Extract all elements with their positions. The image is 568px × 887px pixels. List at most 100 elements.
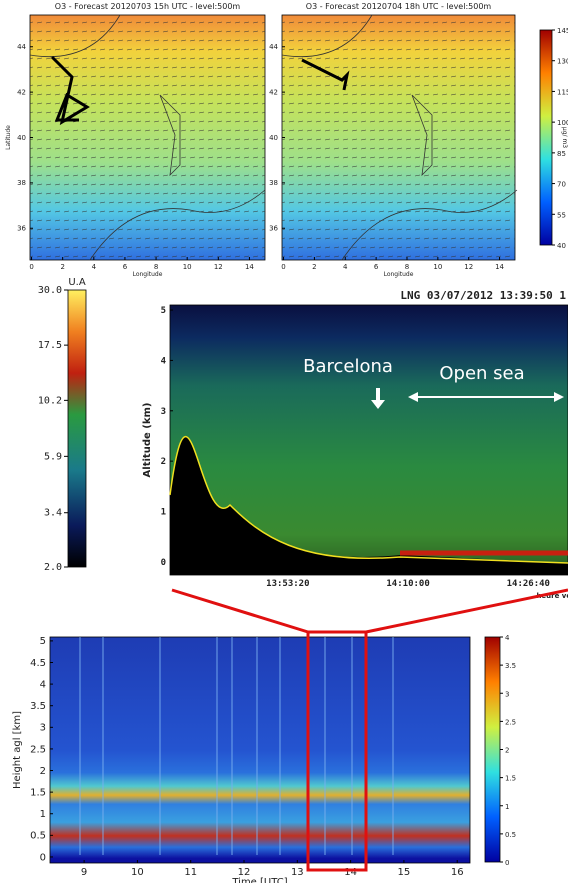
x-tick-label: 10 bbox=[433, 263, 442, 271]
colorbar-tick-label: 30.0 bbox=[38, 285, 62, 296]
colorbar-tick-label: 115 bbox=[557, 88, 568, 96]
colorbar-tick-label: 2.0 bbox=[44, 562, 62, 573]
colorbar-tick-label: 0 bbox=[505, 859, 509, 867]
colorbar-tick-label: 145 bbox=[557, 27, 568, 35]
x-tick-label: 2 bbox=[312, 263, 316, 271]
field bbox=[67, 289, 87, 568]
y-tick-label: 44 bbox=[17, 43, 26, 51]
x-axis-label: Longitude bbox=[384, 271, 414, 278]
y-tick-label: 3 bbox=[161, 407, 166, 417]
wind-vectors bbox=[30, 15, 265, 260]
x-tick-label: 4 bbox=[343, 263, 348, 271]
zoom-box bbox=[306, 630, 368, 872]
y-tick-label: 42 bbox=[269, 88, 278, 96]
zoom-connector bbox=[171, 588, 309, 634]
y-tick-label: 1.5 bbox=[30, 787, 46, 798]
y-tick-label: 36 bbox=[17, 225, 26, 233]
wind-vectors bbox=[282, 15, 515, 260]
x-tick-label: 13:53:20 bbox=[266, 579, 309, 589]
x-tick-label: 13 bbox=[291, 867, 304, 878]
x-tick-label: 14 bbox=[245, 263, 254, 271]
y-tick-label: 40 bbox=[17, 134, 26, 142]
y-tick-label: 5 bbox=[161, 306, 166, 316]
x-tick-label: 4 bbox=[92, 263, 97, 271]
colorbar-tick-label: 70 bbox=[557, 181, 566, 189]
coastline bbox=[29, 14, 266, 261]
y-tick-label: 0 bbox=[161, 558, 166, 568]
colorbar-tick-label: 55 bbox=[557, 211, 566, 219]
flight-track bbox=[50, 55, 90, 126]
colorbar-tick-label: 3 bbox=[505, 690, 509, 698]
x-tick-label: 10 bbox=[131, 867, 144, 878]
x-tick-label: 12 bbox=[238, 867, 251, 878]
colorbar-tick-label: 130 bbox=[557, 58, 568, 66]
colorbar-tick-label: 0.5 bbox=[505, 831, 516, 839]
x-tick-label: 9 bbox=[81, 867, 87, 878]
field bbox=[49, 636, 471, 864]
x-tick-label: 14 bbox=[344, 867, 357, 878]
colorbar-tick-label: 10.2 bbox=[38, 395, 62, 406]
colorbar-tick-label: 5.9 bbox=[44, 451, 62, 462]
x-axis-label: Time [UTC] bbox=[231, 877, 287, 883]
colorbar-tick-label: 40 bbox=[557, 242, 566, 250]
flight-track bbox=[301, 58, 350, 91]
annotation: Open sea bbox=[439, 363, 524, 384]
y-tick-label: 42 bbox=[17, 88, 26, 96]
ground-return bbox=[170, 436, 568, 575]
y-tick-label: 36 bbox=[269, 225, 278, 233]
x-tick-label: 6 bbox=[374, 263, 379, 271]
x-tick-label: 0 bbox=[281, 263, 285, 271]
y-tick-label: 5 bbox=[40, 636, 46, 647]
x-tick-label: 14 bbox=[495, 263, 504, 271]
x-tick-label: 14:10:00 bbox=[386, 579, 429, 589]
x-tick-label: 14:26:40 bbox=[507, 579, 550, 589]
field bbox=[484, 636, 501, 863]
y-tick-label: 2.5 bbox=[30, 744, 46, 755]
x-tick-label: 12 bbox=[464, 263, 473, 271]
y-tick-label: 3 bbox=[40, 723, 46, 734]
y-axis-label: Altitude (km) bbox=[142, 403, 153, 478]
coastline bbox=[281, 14, 518, 261]
y-tick-label: 4 bbox=[40, 679, 46, 690]
y-tick-label: 38 bbox=[17, 179, 26, 187]
x-tick-label: 16 bbox=[451, 867, 464, 878]
y-tick-label: 4 bbox=[161, 356, 167, 366]
y-tick-label: 0.5 bbox=[30, 831, 46, 842]
colorbar-tick-label: 85 bbox=[557, 150, 566, 158]
field bbox=[539, 29, 553, 246]
x-axis-label: heure vol bbox=[536, 592, 568, 600]
colorbar-label: µg/ m3 bbox=[561, 127, 568, 148]
annotation: Barcelona bbox=[303, 356, 393, 377]
colorbar-tick-label: 3.5 bbox=[505, 662, 516, 670]
x-axis-label: Longitude bbox=[133, 271, 163, 278]
x-tick-label: 8 bbox=[154, 263, 158, 271]
chart-title: O3 - Forecast 20120704 18h UTC - level:5… bbox=[306, 2, 492, 11]
y-tick-label: 2 bbox=[161, 457, 166, 467]
x-tick-label: 12 bbox=[214, 263, 223, 271]
y-axis-label: Height agl [km] bbox=[12, 711, 23, 789]
y-tick-label: 38 bbox=[269, 179, 278, 187]
y-tick-label: 1 bbox=[40, 809, 46, 820]
chart-title: LNG 03/07/2012 13:39:50 1 bbox=[400, 289, 566, 302]
x-tick-label: 15 bbox=[398, 867, 411, 878]
y-tick-label: 4.5 bbox=[30, 658, 46, 669]
x-tick-label: 11 bbox=[184, 867, 197, 878]
colorbar-tick-label: 17.5 bbox=[38, 340, 62, 351]
y-tick-label: 3.5 bbox=[30, 701, 46, 712]
x-tick-label: 6 bbox=[123, 263, 128, 271]
chart-title: O3 - Forecast 20120703 15h UTC - level:5… bbox=[55, 2, 241, 11]
y-axis-label: Latitude bbox=[5, 125, 12, 150]
colorbar-tick-label: 100 bbox=[557, 119, 568, 127]
colorbar-tick-label: 1 bbox=[505, 803, 509, 811]
y-tick-label: 2 bbox=[40, 766, 46, 777]
boundary-line bbox=[169, 435, 568, 564]
y-tick-label: 44 bbox=[269, 43, 278, 51]
colorbar-tick-label: 2 bbox=[505, 747, 509, 755]
colorbar-label: U.A bbox=[68, 277, 85, 288]
y-tick-label: 0 bbox=[40, 852, 46, 863]
x-tick-label: 2 bbox=[60, 263, 64, 271]
y-tick-label: 1 bbox=[161, 508, 166, 518]
colorbar-tick-label: 2.5 bbox=[505, 718, 516, 726]
